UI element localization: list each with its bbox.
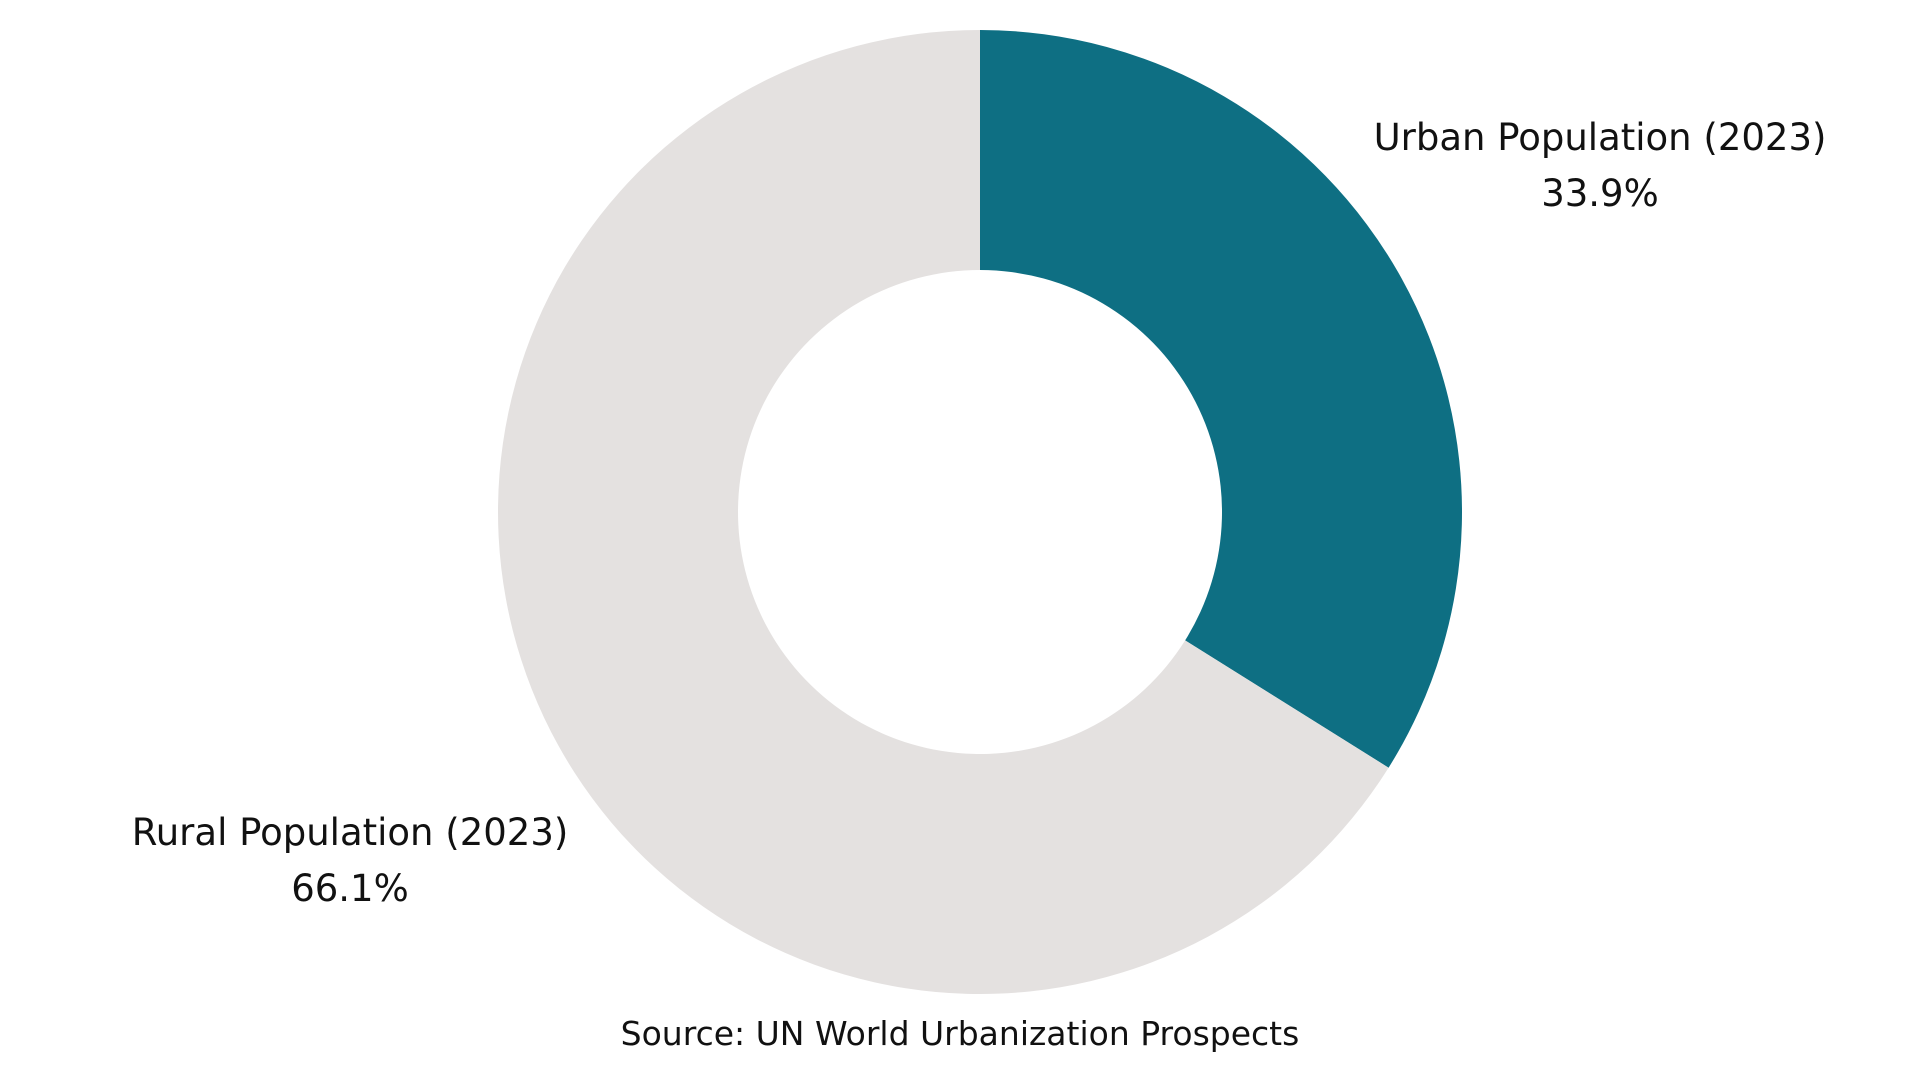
slice-label-urban-name: Urban Population (2023) bbox=[1373, 116, 1827, 159]
slices-group bbox=[498, 30, 1463, 994]
slice-label-rural-name: Rural Population (2023) bbox=[131, 811, 569, 854]
slice-label-rural-value: 66.1% bbox=[291, 867, 409, 910]
slice-label-rural: Rural Population (2023) 66.1% bbox=[110, 805, 590, 917]
source-note: Source: UN World Urbanization Prospects bbox=[620, 1014, 1300, 1053]
slice-label-urban: Urban Population (2023) 33.9% bbox=[1360, 110, 1840, 222]
slice-urban bbox=[980, 30, 1463, 768]
slice-rural bbox=[498, 30, 1389, 994]
slice-label-urban-value: 33.9% bbox=[1541, 172, 1659, 215]
